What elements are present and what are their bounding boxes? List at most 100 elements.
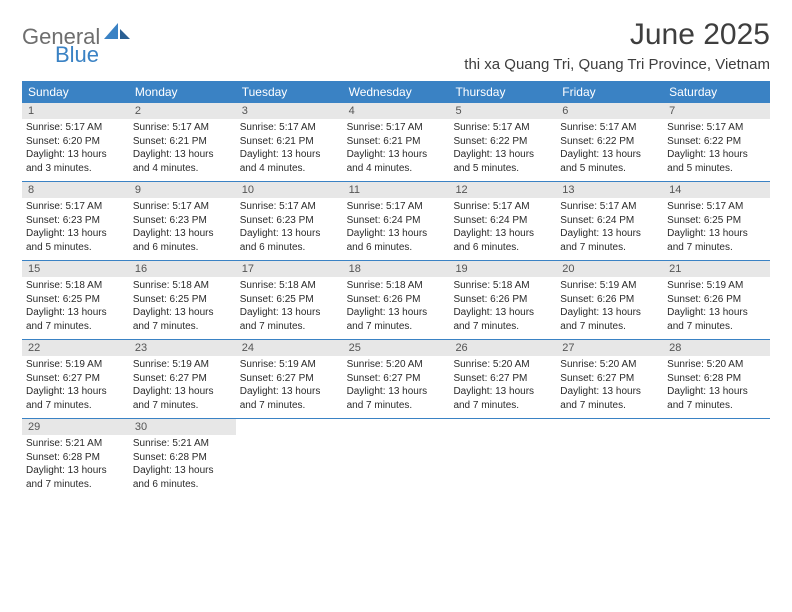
daylight-text: and 5 minutes. xyxy=(26,241,125,255)
daylight-text: Daylight: 13 hours xyxy=(560,385,659,399)
calendar-day-cell: 20Sunrise: 5:19 AMSunset: 6:26 PMDayligh… xyxy=(556,261,663,339)
day-details: Sunrise: 5:17 AMSunset: 6:20 PMDaylight:… xyxy=(22,119,129,181)
weekday-header: Friday xyxy=(556,81,663,103)
daylight-text: and 7 minutes. xyxy=(453,399,552,413)
sunrise-text: Sunrise: 5:17 AM xyxy=(26,200,125,214)
sunset-text: Sunset: 6:27 PM xyxy=(240,372,339,386)
sunrise-text: Sunrise: 5:18 AM xyxy=(26,279,125,293)
sunset-text: Sunset: 6:22 PM xyxy=(453,135,552,149)
logo-text-blue: Blue xyxy=(55,42,99,68)
calendar-day-cell: 18Sunrise: 5:18 AMSunset: 6:26 PMDayligh… xyxy=(343,261,450,339)
sunset-text: Sunset: 6:25 PM xyxy=(26,293,125,307)
daylight-text: and 7 minutes. xyxy=(560,399,659,413)
sunrise-text: Sunrise: 5:17 AM xyxy=(347,200,446,214)
day-number: 9 xyxy=(129,182,236,198)
calendar-grid: SundayMondayTuesdayWednesdayThursdayFrid… xyxy=(22,81,770,497)
calendar-day-cell: 3Sunrise: 5:17 AMSunset: 6:21 PMDaylight… xyxy=(236,103,343,181)
daylight-text: Daylight: 13 hours xyxy=(240,306,339,320)
day-details: Sunrise: 5:21 AMSunset: 6:28 PMDaylight:… xyxy=(129,435,236,497)
daylight-text: and 7 minutes. xyxy=(347,320,446,334)
sunset-text: Sunset: 6:21 PM xyxy=(240,135,339,149)
location-text: thi xa Quang Tri, Quang Tri Province, Vi… xyxy=(464,56,770,73)
sunset-text: Sunset: 6:24 PM xyxy=(453,214,552,228)
sunset-text: Sunset: 6:26 PM xyxy=(667,293,766,307)
day-details: Sunrise: 5:19 AMSunset: 6:27 PMDaylight:… xyxy=(22,356,129,418)
calendar-day-cell xyxy=(236,419,343,497)
daylight-text: and 6 minutes. xyxy=(133,241,232,255)
day-details: Sunrise: 5:17 AMSunset: 6:25 PMDaylight:… xyxy=(663,198,770,260)
sunset-text: Sunset: 6:25 PM xyxy=(667,214,766,228)
calendar-day-cell xyxy=(663,419,770,497)
day-details: Sunrise: 5:20 AMSunset: 6:28 PMDaylight:… xyxy=(663,356,770,418)
daylight-text: Daylight: 13 hours xyxy=(453,148,552,162)
day-details: Sunrise: 5:18 AMSunset: 6:25 PMDaylight:… xyxy=(129,277,236,339)
day-number: 16 xyxy=(129,261,236,277)
day-number: 21 xyxy=(663,261,770,277)
daylight-text: Daylight: 13 hours xyxy=(240,227,339,241)
day-number: 28 xyxy=(663,340,770,356)
calendar-week-row: 22Sunrise: 5:19 AMSunset: 6:27 PMDayligh… xyxy=(22,340,770,419)
sunrise-text: Sunrise: 5:19 AM xyxy=(240,358,339,372)
day-number: 27 xyxy=(556,340,663,356)
daylight-text: and 7 minutes. xyxy=(26,478,125,492)
calendar-day-cell: 9Sunrise: 5:17 AMSunset: 6:23 PMDaylight… xyxy=(129,182,236,260)
sunset-text: Sunset: 6:24 PM xyxy=(347,214,446,228)
day-details: Sunrise: 5:20 AMSunset: 6:27 PMDaylight:… xyxy=(343,356,450,418)
daylight-text: and 4 minutes. xyxy=(347,162,446,176)
daylight-text: Daylight: 13 hours xyxy=(347,227,446,241)
calendar-day-cell: 13Sunrise: 5:17 AMSunset: 6:24 PMDayligh… xyxy=(556,182,663,260)
day-number: 24 xyxy=(236,340,343,356)
day-number: 3 xyxy=(236,103,343,119)
calendar-day-cell: 4Sunrise: 5:17 AMSunset: 6:21 PMDaylight… xyxy=(343,103,450,181)
daylight-text: Daylight: 13 hours xyxy=(26,148,125,162)
day-details: Sunrise: 5:19 AMSunset: 6:27 PMDaylight:… xyxy=(236,356,343,418)
daylight-text: Daylight: 13 hours xyxy=(453,227,552,241)
sunrise-text: Sunrise: 5:17 AM xyxy=(133,200,232,214)
day-details: Sunrise: 5:17 AMSunset: 6:22 PMDaylight:… xyxy=(663,119,770,181)
sunrise-text: Sunrise: 5:20 AM xyxy=(453,358,552,372)
day-details: Sunrise: 5:18 AMSunset: 6:25 PMDaylight:… xyxy=(22,277,129,339)
daylight-text: and 7 minutes. xyxy=(240,399,339,413)
day-number: 22 xyxy=(22,340,129,356)
sunrise-text: Sunrise: 5:19 AM xyxy=(560,279,659,293)
daylight-text: Daylight: 13 hours xyxy=(560,306,659,320)
day-details: Sunrise: 5:17 AMSunset: 6:24 PMDaylight:… xyxy=(449,198,556,260)
month-title: June 2025 xyxy=(464,18,770,52)
sunset-text: Sunset: 6:20 PM xyxy=(26,135,125,149)
sunset-text: Sunset: 6:28 PM xyxy=(667,372,766,386)
day-details: Sunrise: 5:17 AMSunset: 6:22 PMDaylight:… xyxy=(556,119,663,181)
day-details: Sunrise: 5:19 AMSunset: 6:26 PMDaylight:… xyxy=(663,277,770,339)
calendar-day-cell: 6Sunrise: 5:17 AMSunset: 6:22 PMDaylight… xyxy=(556,103,663,181)
day-number: 30 xyxy=(129,419,236,435)
sunrise-text: Sunrise: 5:17 AM xyxy=(453,200,552,214)
calendar-page: General Blue June 2025 thi xa Quang Tri,… xyxy=(0,0,792,515)
daylight-text: and 6 minutes. xyxy=(133,478,232,492)
day-details: Sunrise: 5:19 AMSunset: 6:26 PMDaylight:… xyxy=(556,277,663,339)
calendar-week-row: 8Sunrise: 5:17 AMSunset: 6:23 PMDaylight… xyxy=(22,182,770,261)
calendar-day-cell: 10Sunrise: 5:17 AMSunset: 6:23 PMDayligh… xyxy=(236,182,343,260)
daylight-text: and 7 minutes. xyxy=(26,399,125,413)
daylight-text: Daylight: 13 hours xyxy=(347,148,446,162)
weekday-header: Saturday xyxy=(663,81,770,103)
daylight-text: and 7 minutes. xyxy=(453,320,552,334)
sunrise-text: Sunrise: 5:19 AM xyxy=(26,358,125,372)
weekday-header: Sunday xyxy=(22,81,129,103)
sunset-text: Sunset: 6:26 PM xyxy=(347,293,446,307)
calendar-day-cell: 19Sunrise: 5:18 AMSunset: 6:26 PMDayligh… xyxy=(449,261,556,339)
calendar-day-cell: 25Sunrise: 5:20 AMSunset: 6:27 PMDayligh… xyxy=(343,340,450,418)
sunrise-text: Sunrise: 5:17 AM xyxy=(667,121,766,135)
day-number: 4 xyxy=(343,103,450,119)
calendar-day-cell: 17Sunrise: 5:18 AMSunset: 6:25 PMDayligh… xyxy=(236,261,343,339)
daylight-text: Daylight: 13 hours xyxy=(347,306,446,320)
daylight-text: and 4 minutes. xyxy=(133,162,232,176)
daylight-text: and 7 minutes. xyxy=(560,241,659,255)
sunset-text: Sunset: 6:23 PM xyxy=(133,214,232,228)
sunset-text: Sunset: 6:21 PM xyxy=(133,135,232,149)
day-details: Sunrise: 5:17 AMSunset: 6:23 PMDaylight:… xyxy=(129,198,236,260)
day-number: 20 xyxy=(556,261,663,277)
day-details: Sunrise: 5:19 AMSunset: 6:27 PMDaylight:… xyxy=(129,356,236,418)
daylight-text: Daylight: 13 hours xyxy=(667,148,766,162)
daylight-text: Daylight: 13 hours xyxy=(133,385,232,399)
calendar-day-cell: 14Sunrise: 5:17 AMSunset: 6:25 PMDayligh… xyxy=(663,182,770,260)
sunset-text: Sunset: 6:21 PM xyxy=(347,135,446,149)
